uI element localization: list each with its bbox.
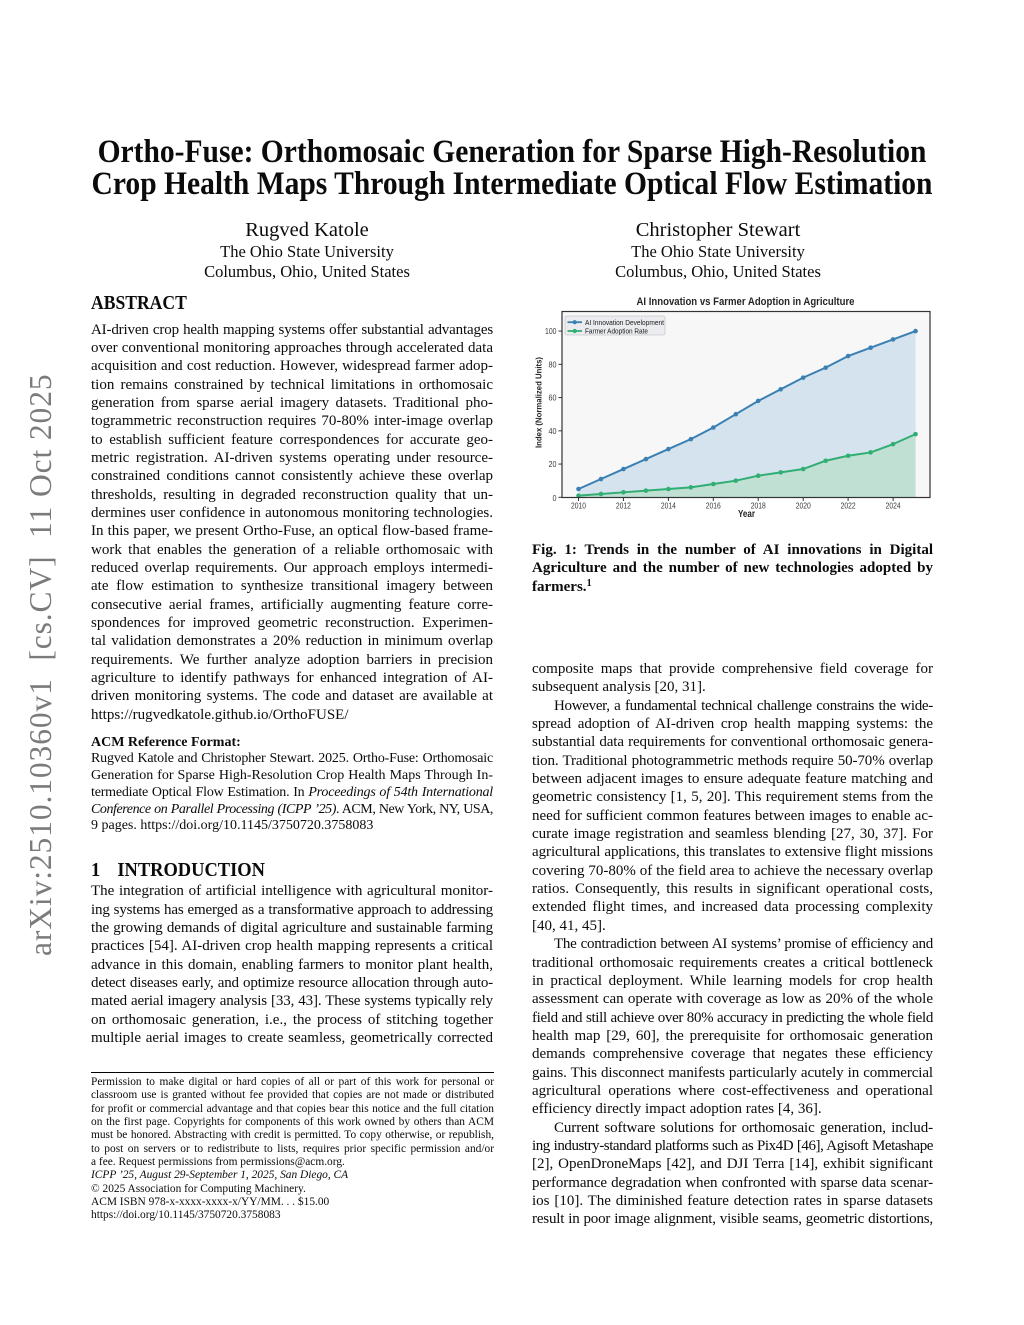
svg-text:2016: 2016 [706, 502, 721, 511]
svg-text:2022: 2022 [841, 502, 856, 511]
svg-text:2018: 2018 [751, 502, 766, 511]
svg-text:2024: 2024 [886, 502, 901, 511]
svg-text:40: 40 [549, 427, 557, 436]
svg-text:80: 80 [549, 360, 557, 369]
svg-text:2010: 2010 [571, 502, 586, 511]
svg-text:2012: 2012 [616, 502, 631, 511]
svg-text:0: 0 [553, 494, 557, 503]
svg-text:60: 60 [549, 394, 557, 403]
svg-text:20: 20 [549, 460, 557, 469]
svg-text:AI Innovation Development: AI Innovation Development [585, 320, 664, 327]
svg-text:100: 100 [545, 327, 557, 336]
svg-text:2020: 2020 [796, 502, 811, 511]
svg-text:AI Innovation vs Farmer Adopti: AI Innovation vs Farmer Adoption in Agri… [637, 296, 855, 308]
svg-text:Year: Year [738, 509, 755, 520]
svg-text:2014: 2014 [661, 502, 676, 511]
svg-text:Farmer Adoption Rate: Farmer Adoption Rate [585, 329, 648, 336]
svg-text:Index (Normalized Units): Index (Normalized Units) [534, 357, 544, 448]
